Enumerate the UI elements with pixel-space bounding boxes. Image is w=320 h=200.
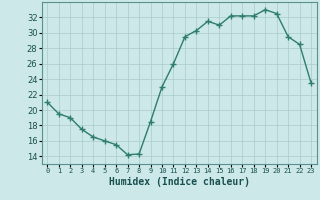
X-axis label: Humidex (Indice chaleur): Humidex (Indice chaleur) [109,177,250,187]
